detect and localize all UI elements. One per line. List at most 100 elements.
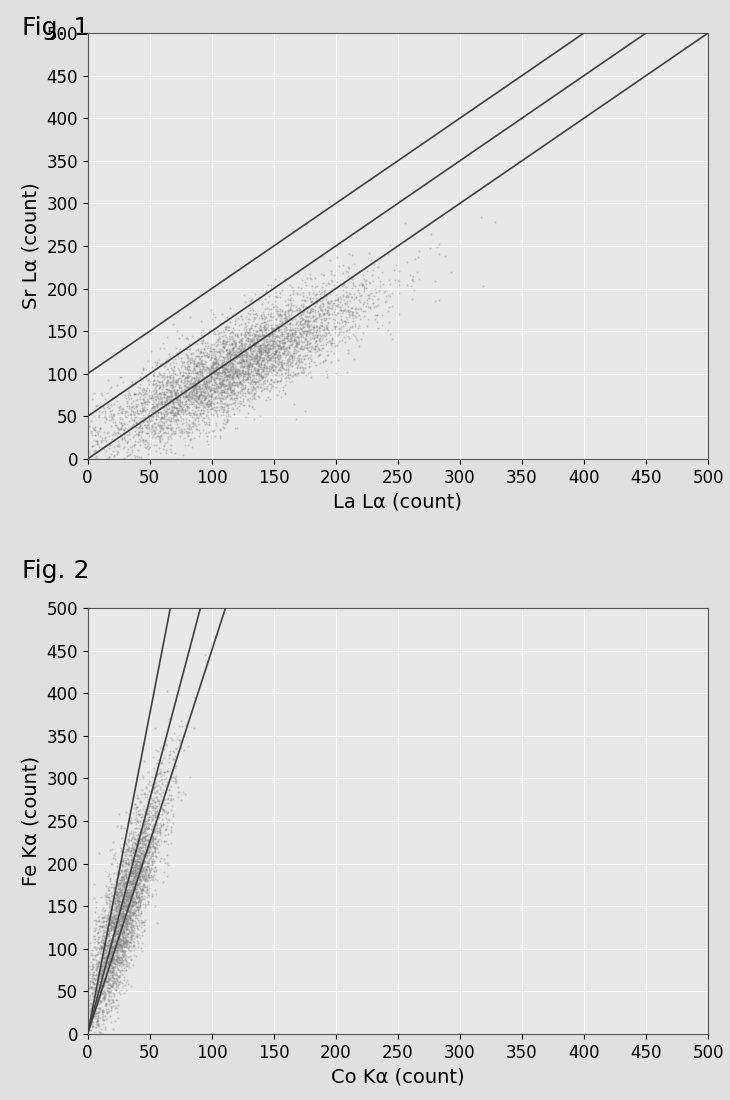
Point xyxy=(92,935,104,953)
Point xyxy=(150,420,162,438)
Point xyxy=(146,395,158,412)
Point xyxy=(141,843,153,860)
Point xyxy=(313,292,325,309)
Point xyxy=(114,856,126,873)
Point xyxy=(97,913,109,931)
Point xyxy=(94,974,106,991)
Point xyxy=(129,861,141,879)
Point xyxy=(308,312,320,330)
Point xyxy=(123,838,135,856)
Point xyxy=(218,419,229,437)
Point xyxy=(191,364,203,382)
Point xyxy=(216,354,228,372)
Point xyxy=(221,370,233,387)
Point xyxy=(175,383,187,400)
Point xyxy=(147,836,159,854)
Point xyxy=(120,961,131,979)
Point xyxy=(218,338,230,355)
Point xyxy=(97,924,109,942)
Point xyxy=(137,859,148,877)
Point xyxy=(153,805,164,823)
Point xyxy=(296,340,308,358)
Point xyxy=(112,949,123,967)
Point xyxy=(306,340,318,358)
Point xyxy=(266,344,278,362)
Point xyxy=(280,340,291,358)
Point xyxy=(169,386,181,404)
Point xyxy=(234,364,245,382)
Point xyxy=(127,839,139,857)
Point xyxy=(120,833,131,850)
Point xyxy=(115,921,127,938)
Point xyxy=(320,294,332,311)
Point xyxy=(279,344,291,362)
Point xyxy=(118,923,129,940)
Point xyxy=(199,377,210,395)
Point xyxy=(120,892,132,910)
Point xyxy=(151,802,163,820)
Point xyxy=(117,373,128,390)
Point xyxy=(226,328,238,345)
Point xyxy=(182,386,193,404)
Point xyxy=(102,976,114,993)
Point xyxy=(234,340,245,358)
Point xyxy=(120,912,131,930)
Point xyxy=(181,350,193,367)
Point xyxy=(128,904,139,922)
Point xyxy=(127,804,139,822)
Point xyxy=(139,820,150,837)
Point xyxy=(367,294,379,311)
Point xyxy=(301,299,312,317)
Point xyxy=(214,356,226,374)
Point xyxy=(210,358,222,375)
Point xyxy=(187,364,199,382)
Point xyxy=(187,374,199,392)
Point xyxy=(100,969,112,987)
Point xyxy=(277,333,288,351)
Point xyxy=(236,346,247,364)
Point xyxy=(113,436,125,453)
Point xyxy=(110,924,122,942)
Point xyxy=(157,801,169,818)
Point xyxy=(317,278,328,296)
Point xyxy=(231,375,242,393)
Point xyxy=(117,906,128,924)
Point xyxy=(269,340,280,358)
Point xyxy=(99,952,111,969)
Point xyxy=(134,886,145,903)
Point xyxy=(93,406,104,424)
Point xyxy=(251,327,263,344)
Point xyxy=(253,351,265,369)
Point xyxy=(370,297,382,315)
Point xyxy=(167,373,179,390)
Point xyxy=(138,833,150,850)
Point xyxy=(112,891,124,909)
Point xyxy=(237,372,248,389)
Point xyxy=(306,302,318,320)
Point xyxy=(147,396,158,414)
Point xyxy=(206,342,218,360)
Point xyxy=(193,377,204,395)
Point xyxy=(134,406,145,424)
Point xyxy=(325,332,337,350)
Point xyxy=(261,282,272,299)
Point xyxy=(82,432,94,450)
Point xyxy=(284,337,296,354)
Point xyxy=(128,936,139,954)
Point xyxy=(161,846,173,864)
Point xyxy=(281,329,293,346)
Point xyxy=(234,361,245,378)
Point xyxy=(215,373,226,390)
Point xyxy=(249,317,261,334)
Point xyxy=(249,334,261,352)
Point xyxy=(126,918,137,936)
Point xyxy=(99,949,110,967)
Point xyxy=(284,327,296,344)
Point xyxy=(331,296,342,314)
Point xyxy=(147,817,158,835)
Point xyxy=(121,912,133,930)
Point xyxy=(139,832,150,849)
Point xyxy=(109,922,120,939)
Point xyxy=(126,876,138,893)
Point xyxy=(157,398,169,416)
